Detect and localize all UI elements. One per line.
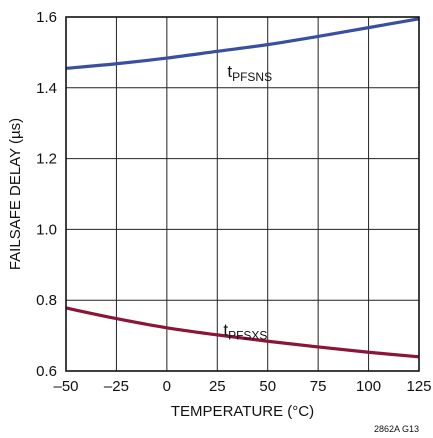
series-label-tpfsxs: tPFSXS xyxy=(223,321,267,343)
series-label-tpfsns: tPFSNS xyxy=(227,62,272,84)
x-tick-labels: –50 –25 0 25 50 75 100 125 xyxy=(53,378,431,395)
y-tick-label-4: 1.4 xyxy=(36,80,57,97)
series-layer xyxy=(65,17,420,359)
series-label-tpfsns-sub: PFSNS xyxy=(232,70,272,84)
y-tick-labels: 0.6 0.8 1.0 1.2 1.4 1.6 xyxy=(36,9,57,380)
series-label-tpfsxs-main: t xyxy=(223,321,228,340)
x-tick-label-3: 25 xyxy=(209,378,226,395)
grid xyxy=(66,17,419,371)
x-tick-label-2: 0 xyxy=(163,378,171,395)
series-line-tpfsns xyxy=(65,17,420,70)
y-tick-label-5: 1.6 xyxy=(36,9,57,26)
x-axis-title: TEMPERATURE (°C) xyxy=(171,403,314,420)
y-tick-label-0: 0.6 xyxy=(36,363,57,380)
x-tick-label-4: 50 xyxy=(259,378,276,395)
figure-code: 2862A G13 xyxy=(374,424,419,434)
y-tick-label-3: 1.2 xyxy=(36,151,57,168)
series-label-tpfsns-main: t xyxy=(227,62,232,81)
y-tick-label-1: 0.8 xyxy=(36,292,57,309)
x-tick-label-1: –25 xyxy=(104,378,129,395)
x-tick-label-6: 100 xyxy=(356,378,381,395)
series-label-tpfsxs-sub: PFSXS xyxy=(228,329,267,343)
x-tick-label-7: 125 xyxy=(406,378,431,395)
y-axis-title: FAILSAFE DELAY (µs) xyxy=(7,118,24,270)
series-line-tpfsxs xyxy=(65,306,420,359)
x-tick-label-0: –50 xyxy=(53,378,78,395)
x-tick-label-5: 75 xyxy=(310,378,327,395)
y-tick-label-2: 1.0 xyxy=(36,221,57,238)
plot-frame xyxy=(65,16,420,372)
